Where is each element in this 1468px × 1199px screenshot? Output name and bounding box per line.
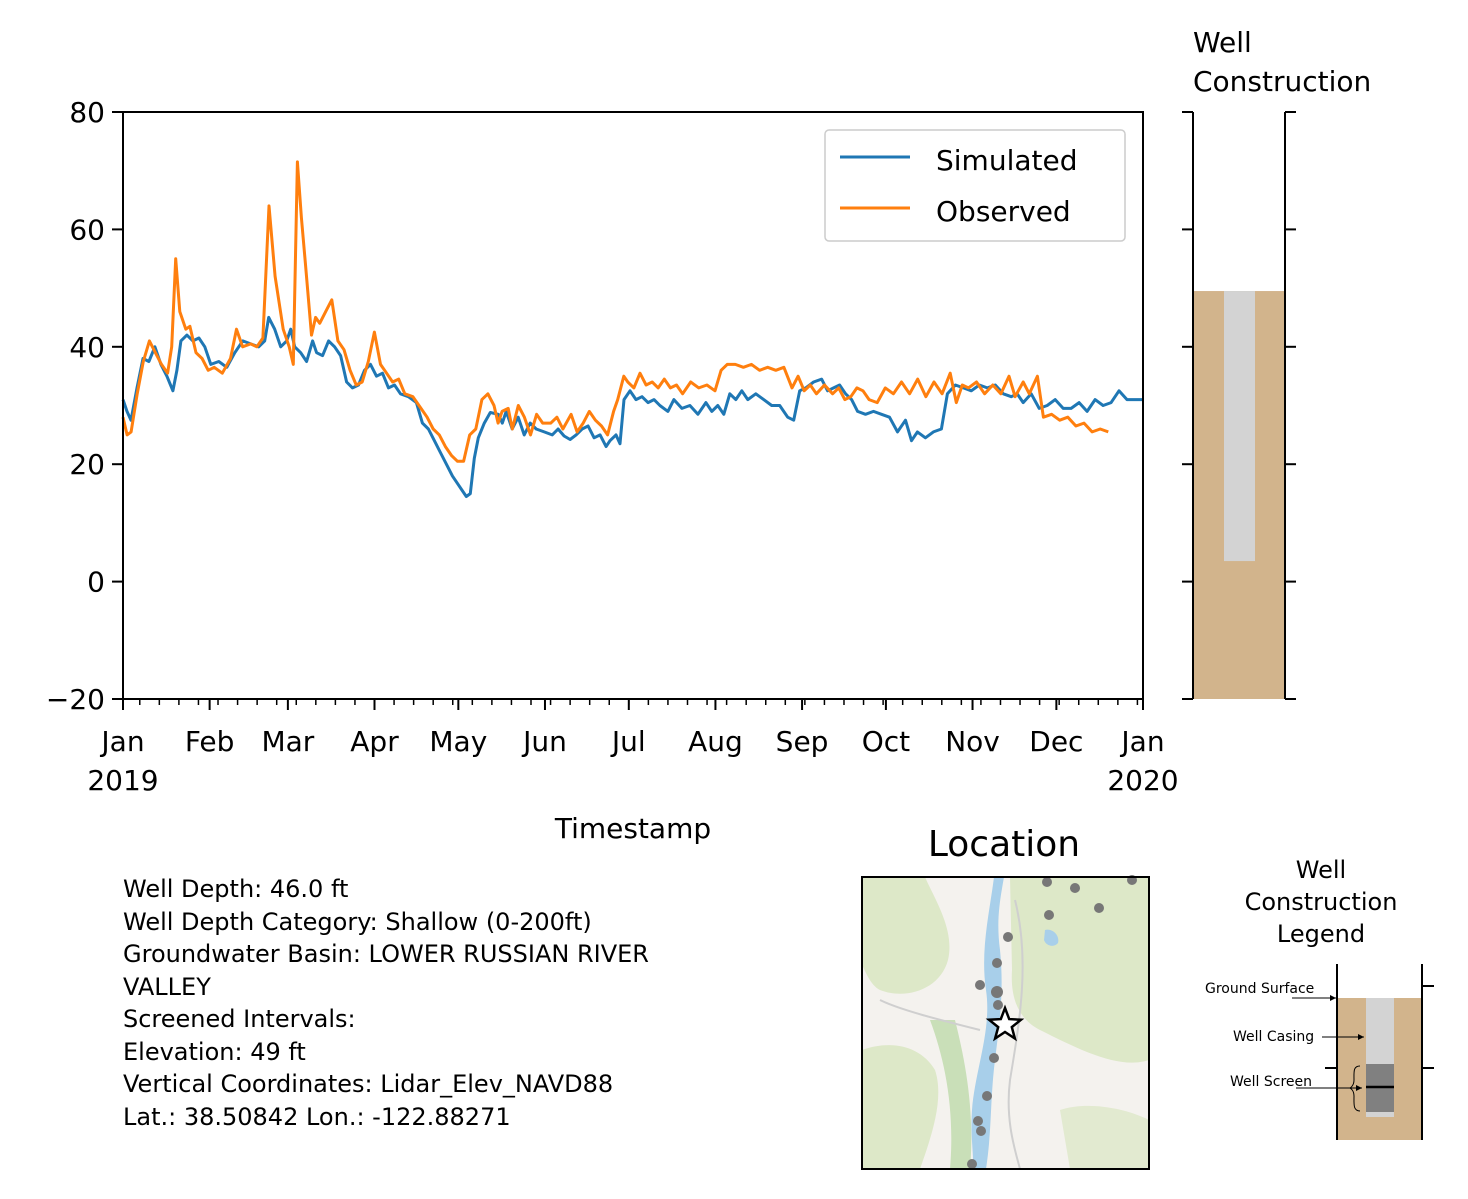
chart-legend: Simulated Observed: [824, 129, 1126, 242]
map-well-dot: [975, 980, 985, 990]
arrow-head-icon: [1330, 995, 1336, 1001]
x-tick-label: Jan: [1119, 725, 1164, 758]
screen-brace-icon: [1348, 1065, 1361, 1112]
info-depth-category: Well Depth Category: Shallow (0-200ft): [123, 907, 592, 936]
well-ticks: [1182, 111, 1296, 700]
x-tick-label: Jan: [99, 725, 144, 758]
map-forest-area: [1010, 877, 1149, 1063]
x-tick-label: Oct: [862, 725, 910, 758]
x-tick-label: Jul: [610, 725, 646, 758]
legend-label-ground-surface: Ground Surface: [1205, 981, 1314, 997]
map-river: [971, 877, 1004, 1169]
well-construction-title-line-2: Construction: [1193, 65, 1371, 98]
legend-label-well-screen: Well Screen: [1230, 1074, 1312, 1090]
map-title: Location: [928, 824, 1080, 865]
x-tick-label: Feb: [185, 725, 235, 758]
x-axis-label: Timestamp: [554, 812, 711, 845]
map-forest-area: [862, 1045, 939, 1169]
map-forest-area: [862, 877, 950, 994]
info-elevation: Elevation: 49 ft: [123, 1037, 306, 1066]
selected-well-star-icon: [985, 1004, 1025, 1042]
map-well-dot: [973, 1116, 983, 1126]
map-road: [1007, 899, 1024, 1170]
info-vertical-coords: Vertical Coordinates: Lidar_Elev_NAVD88: [123, 1070, 614, 1098]
legend-label-well-casing: Well Casing: [1233, 1029, 1314, 1045]
hydrograph-plot: −20 0 20 40 60 80 Jan 2019 Feb Mar Apr May Jun Jul Au…: [46, 96, 1179, 845]
y-tick-label: 20: [69, 448, 105, 481]
legend-label-simulated: Simulated: [936, 144, 1078, 177]
plot-frame: [122, 111, 1144, 700]
x-tick-year-label: 2019: [87, 764, 158, 797]
map-well-dot: [976, 1126, 986, 1136]
map-well-dot: [967, 1159, 977, 1169]
info-screened-intervals: Screened Intervals:: [123, 1005, 356, 1033]
y-tick-label: 40: [69, 331, 105, 364]
map-well-dot: [991, 986, 1003, 998]
x-tick-label: Dec: [1029, 725, 1083, 758]
map-frame: [861, 876, 1150, 1170]
legend-casing-bottom: [1366, 1112, 1394, 1117]
legend-panel-title-line-3: Legend: [1277, 920, 1365, 948]
legend-panel-title-line-2: Construction: [1245, 888, 1398, 916]
x-tick-label: Aug: [688, 725, 743, 758]
y-tick-label: 60: [69, 213, 105, 246]
legend-panel-title-line-1: Well: [1296, 856, 1346, 884]
map-well-dot: [1042, 877, 1052, 887]
x-tick-label: Jun: [521, 725, 567, 758]
x-axis-ticks: Jan 2019 Feb Mar Apr May Jun Jul Aug Sep Oct Nov Dec…: [87, 699, 1179, 797]
map-well-dot: [1070, 883, 1080, 893]
info-lat-lon: Lat.: 38.50842 Lon.: -122.88271: [123, 1102, 511, 1131]
x-tick-label: Nov: [945, 725, 1000, 758]
map-well-dot: [992, 958, 1002, 968]
series-line-observed: [121, 160, 1109, 463]
well-casing: [1224, 291, 1255, 562]
map-pond: [1044, 929, 1059, 946]
map-well-dot: [993, 1000, 1003, 1010]
y-axis-ticks: −20 0 20 40 60 80: [46, 96, 123, 716]
arrow-head-icon: [1356, 1085, 1362, 1091]
map-well-dot: [989, 1053, 999, 1063]
well-construction-title-line-1: Well: [1193, 26, 1252, 59]
map-well-dots: [967, 875, 1137, 1169]
info-basin-cont: VALLEY: [123, 972, 211, 1001]
well-construction-legend: Well Construction Legend Ground Surface …: [1205, 856, 1434, 1140]
map-well-dot: [1003, 932, 1013, 942]
series-line-simulated: [121, 315, 1143, 498]
x-tick-label: May: [429, 725, 487, 758]
series-lines: [121, 160, 1143, 498]
x-tick-label: Mar: [261, 725, 314, 758]
well-construction-plot: Well Construction: [1182, 26, 1371, 700]
map-well-dot: [982, 1091, 992, 1101]
x-tick-label: Apr: [350, 725, 399, 758]
y-tick-label: 0: [87, 566, 105, 599]
info-well-depth: Well Depth: 46.0 ft: [123, 875, 349, 903]
well-info-block: Well Depth: 46.0 ft Well Depth Category:…: [123, 873, 763, 1133]
legend-casing: [1366, 998, 1394, 1064]
x-tick-year-label: 2020: [1107, 764, 1178, 797]
location-map: Location: [861, 824, 1150, 1170]
map-well-dot: [1044, 910, 1054, 920]
y-tick-label: −20: [46, 683, 105, 716]
legend-label-observed: Observed: [936, 195, 1071, 228]
map-riparian-area: [930, 1020, 972, 1169]
x-tick-label: Sep: [776, 725, 829, 758]
map-well-dot: [1094, 903, 1104, 913]
map-road: [879, 999, 981, 1031]
info-basin: Groundwater Basin: LOWER RUSSIAN RIVER: [123, 940, 649, 968]
arrow-head-icon: [1358, 1034, 1364, 1040]
map-forest-area: [1060, 1105, 1149, 1169]
y-tick-label: 80: [69, 96, 105, 129]
